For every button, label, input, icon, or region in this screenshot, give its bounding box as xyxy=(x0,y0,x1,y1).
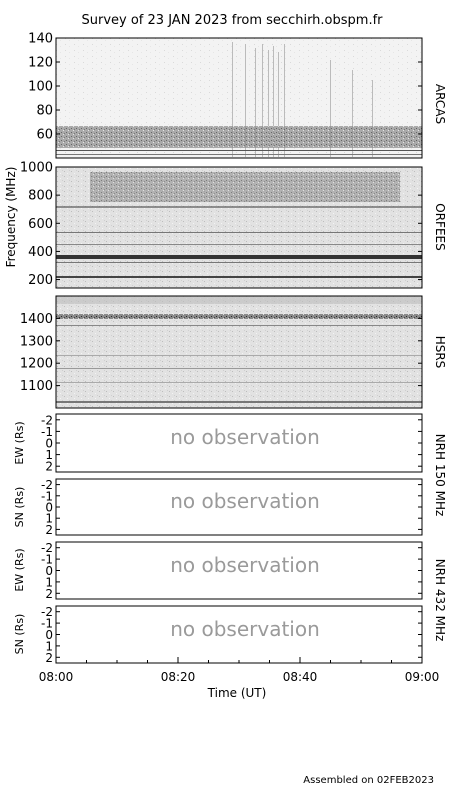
nrh-150-mhz-sn-ytick-label: 1 xyxy=(45,512,53,526)
orfees-ytick-label: 800 xyxy=(28,189,53,204)
nrh432-ew-status: no observation xyxy=(170,553,320,577)
panel-nrh432-sn: SN (Rs) no observation xyxy=(13,605,423,664)
frequency-axis-label: Frequency (MHz) xyxy=(4,167,18,268)
arcas-ytick-label: 80 xyxy=(36,104,53,119)
nrh-150-mhz-ew-ytick-label: -2 xyxy=(41,413,53,427)
nrh-150-mhz-sn-ytick-label: 0 xyxy=(45,501,53,515)
hsrs-ytick-label: 1100 xyxy=(20,379,53,394)
hsrs-ytick-label: 1300 xyxy=(20,334,53,349)
panel-nrh150-sn: SN (Rs) no observation xyxy=(13,478,423,536)
arcas-ytick-label: 120 xyxy=(28,56,53,71)
x-axis-label: Time (UT) xyxy=(207,686,267,700)
panel-nrh150-ew: EW (Rs) no observation xyxy=(13,413,423,473)
assembled-footer: Assembled on 02FEB2023 xyxy=(303,775,434,786)
nrh432-ew-ylabel: EW (Rs) xyxy=(13,548,26,591)
nrh-432-mhz-sn-ytick-label: 0 xyxy=(45,628,53,642)
hsrs-side-label: HSRS xyxy=(433,336,447,369)
nrh-432-mhz-ew-ytick-label: 2 xyxy=(45,587,53,601)
orfees-frame xyxy=(55,166,423,289)
nrh-150-mhz-sn-ytick-label: -1 xyxy=(41,489,53,503)
arcas-frame xyxy=(55,37,423,159)
orfees-ytick-label: 400 xyxy=(28,245,53,260)
orfees-ytick-label: 1000 xyxy=(20,161,53,176)
hsrs-ytick-label: 1400 xyxy=(20,312,53,327)
orfees-dark-band xyxy=(90,172,400,202)
nrh150-ew-status: no observation xyxy=(170,425,320,449)
nrh432-sn-ylabel: SN (Rs) xyxy=(13,614,26,655)
nrh432-side-label: NRH 432 MHz xyxy=(433,559,447,642)
nrh-150-mhz-ew-ytick-label: 2 xyxy=(45,460,53,474)
nrh150-sn-ylabel: SN (Rs) xyxy=(13,487,26,528)
orfees-side-label: ORFEES xyxy=(433,203,447,250)
nrh-432-mhz-ew-ytick-label: 0 xyxy=(45,564,53,578)
y-axis-ticks: 6080100120140200400600800100011001200130… xyxy=(20,32,422,665)
hsrs-ytick-label: 1200 xyxy=(20,357,53,372)
orfees-ytick-label: 600 xyxy=(28,217,53,232)
nrh-432-mhz-ew-ytick-label: -1 xyxy=(41,553,53,567)
arcas-ytick-label: 60 xyxy=(36,128,53,143)
nrh-432-mhz-ew-ytick-label: 1 xyxy=(45,575,53,589)
nrh150-ew-frame xyxy=(55,413,423,473)
x-tick-label: 08:20 xyxy=(161,670,196,684)
nrh-150-mhz-sn-ytick-label: 2 xyxy=(45,523,53,537)
hsrs-line-1090 xyxy=(56,314,422,319)
nrh-432-mhz-ew-ytick-label: -2 xyxy=(41,541,53,555)
nrh432-sn-frame xyxy=(55,605,423,664)
arcas-vertical-streaks xyxy=(232,42,373,157)
hsrs-spectrogram xyxy=(56,296,422,408)
x-tick-label: 08:00 xyxy=(39,670,74,684)
nrh-432-mhz-sn-ytick-label: -1 xyxy=(41,617,53,631)
nrh-432-mhz-sn-ytick-label: -2 xyxy=(41,605,53,619)
chart-title: Survey of 23 JAN 2023 from secchirh.obsp… xyxy=(82,13,384,28)
nrh432-sn-status: no observation xyxy=(170,617,320,641)
panel-hsrs: HSRS xyxy=(55,295,447,409)
orfees-ytick-label: 200 xyxy=(28,273,53,288)
panel-arcas: ARCAS xyxy=(55,37,447,159)
nrh150-side-label: NRH 150 MHz xyxy=(433,434,447,517)
nrh-432-mhz-sn-ytick-label: 1 xyxy=(45,639,53,653)
orfees-line-790 xyxy=(56,255,422,259)
nrh-150-mhz-ew-ytick-label: 1 xyxy=(45,448,53,462)
nrh-150-mhz-sn-ytick-label: -2 xyxy=(41,478,53,492)
arcas-ytick-label: 140 xyxy=(28,32,53,47)
x-tick-label: 08:40 xyxy=(283,670,318,684)
arcas-burst-band xyxy=(56,126,422,148)
x-axis: 08:00 08:20 08:40 09:00 xyxy=(39,657,440,684)
nrh150-ew-ylabel: EW (Rs) xyxy=(13,421,26,464)
nrh-432-mhz-sn-ytick-label: 2 xyxy=(45,651,53,665)
nrh-150-mhz-ew-ytick-label: 0 xyxy=(45,437,53,451)
panel-orfees: ORFEES xyxy=(55,166,447,289)
panel-nrh432-ew: EW (Rs) no observation xyxy=(13,541,423,600)
nrh-150-mhz-ew-ytick-label: -1 xyxy=(41,425,53,439)
x-tick-label: 09:00 xyxy=(405,670,440,684)
nrh432-ew-frame xyxy=(55,541,423,600)
nrh150-sn-status: no observation xyxy=(170,489,320,513)
hsrs-frame xyxy=(55,295,423,409)
arcas-ytick-label: 100 xyxy=(28,80,53,95)
nrh150-sn-frame xyxy=(55,478,423,536)
arcas-side-label: ARCAS xyxy=(433,84,447,124)
